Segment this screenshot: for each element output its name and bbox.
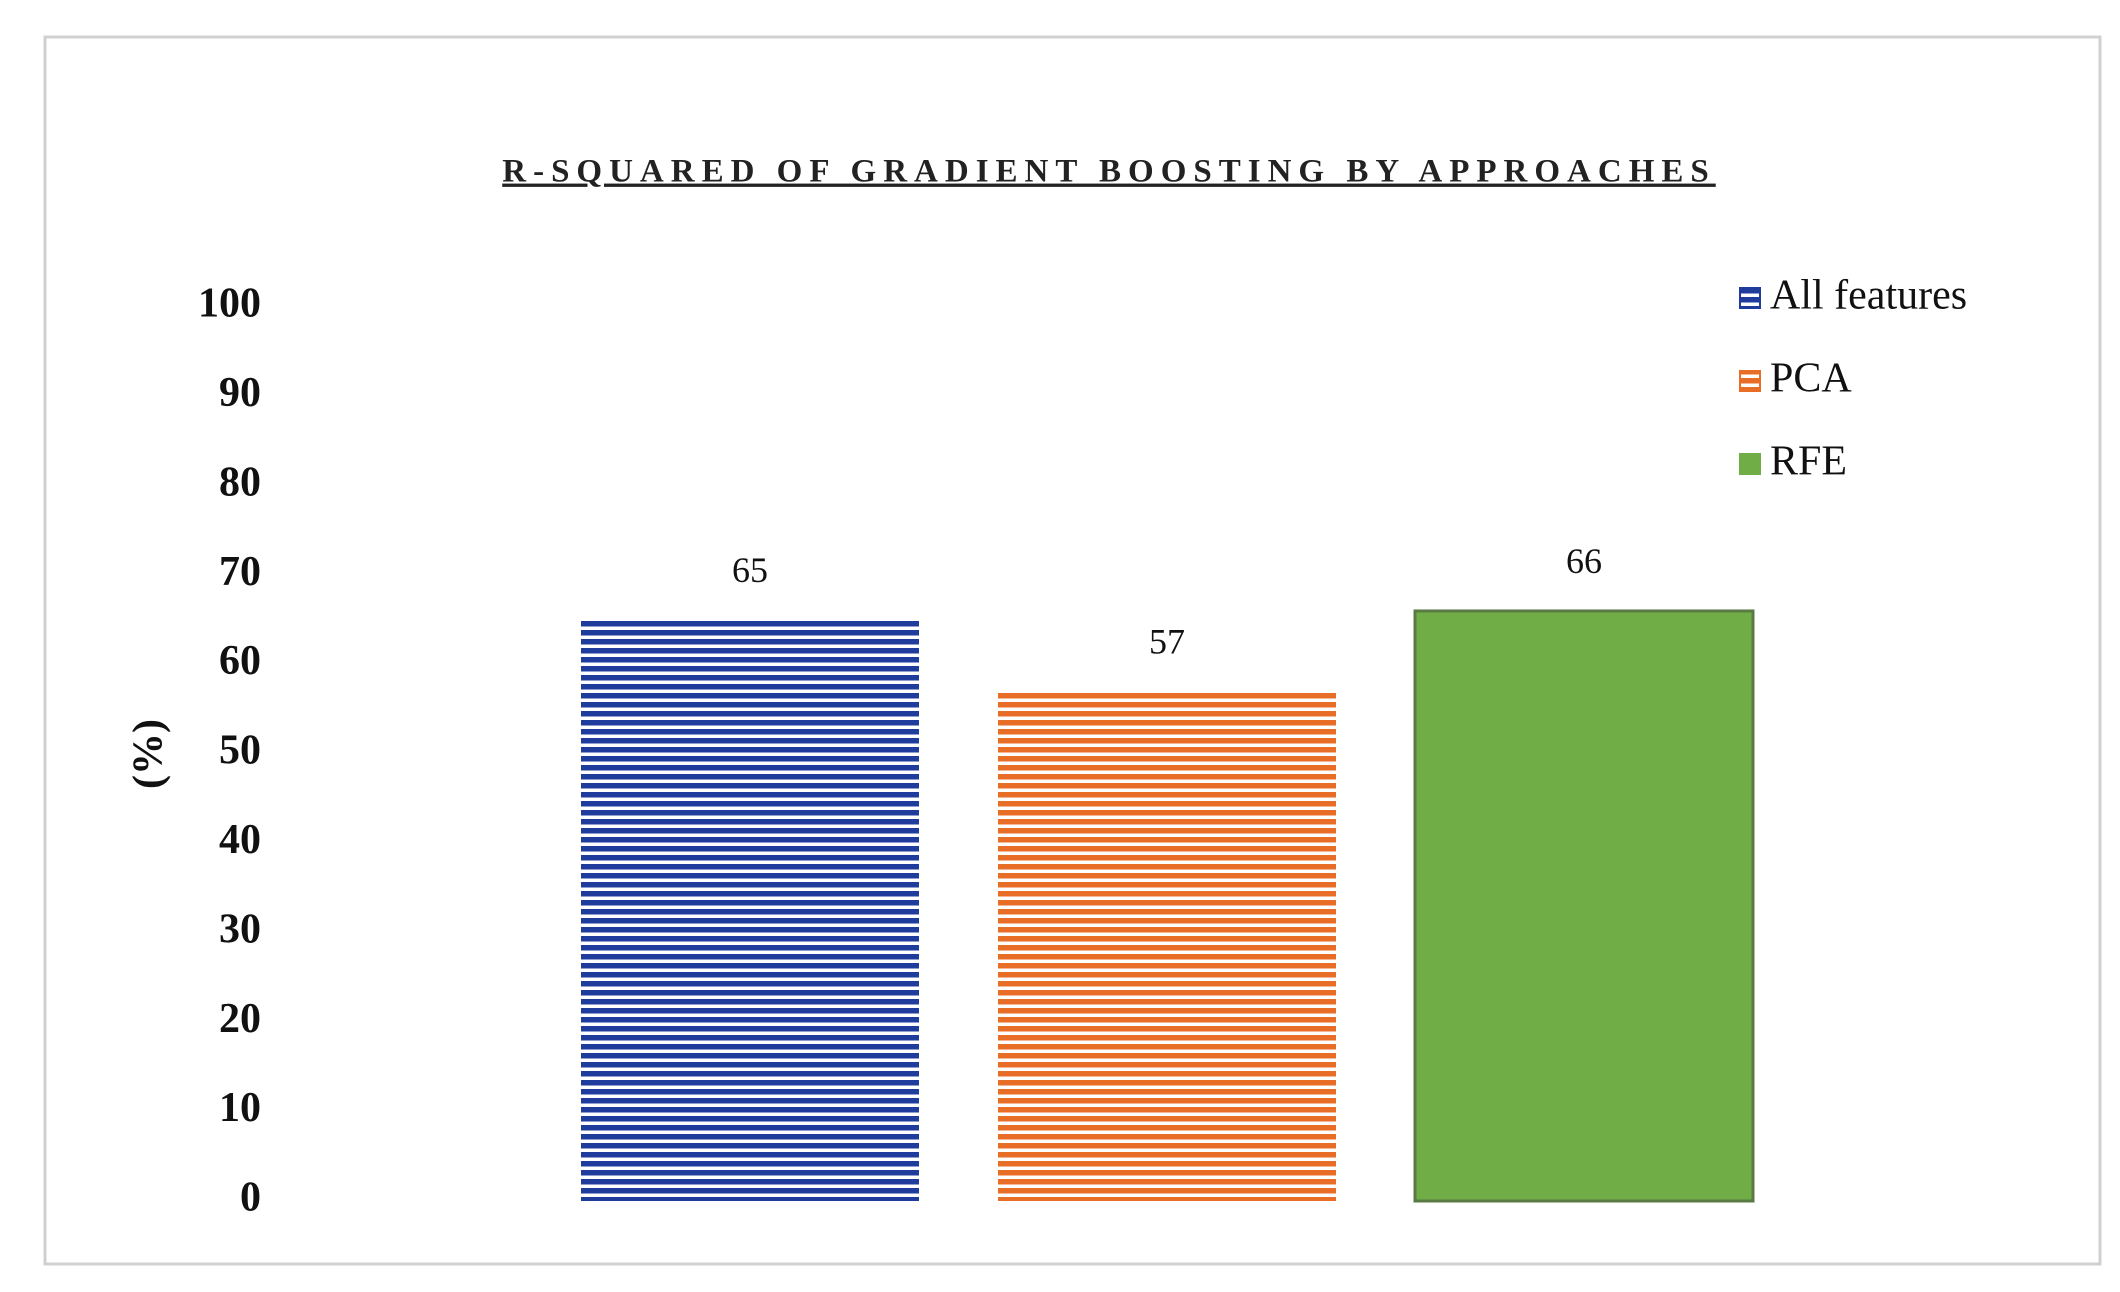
data-label: 57 xyxy=(1149,622,1185,662)
y-tick-label: 20 xyxy=(219,996,261,1042)
y-tick-label: 50 xyxy=(219,728,261,774)
bar xyxy=(581,619,919,1201)
bar xyxy=(1413,609,1755,1203)
y-tick-label: 100 xyxy=(198,281,261,327)
y-tick-label: 30 xyxy=(219,906,261,952)
y-tick-label: 70 xyxy=(219,549,261,595)
legend-swatch xyxy=(1739,370,1761,392)
y-tick-label: 0 xyxy=(240,1175,261,1221)
y-axis-label: (%) xyxy=(126,719,172,789)
y-tick-label: 90 xyxy=(219,370,261,416)
data-label: 66 xyxy=(1566,541,1602,581)
legend-label: PCA xyxy=(1770,356,1852,402)
y-tick-label: 80 xyxy=(219,459,261,505)
legend-label: RFE xyxy=(1770,439,1847,485)
legend-swatch xyxy=(1739,287,1761,309)
legend-label: All features xyxy=(1770,273,1967,319)
y-tick-label: 10 xyxy=(219,1085,261,1131)
y-tick-label: 60 xyxy=(219,638,261,684)
data-label: 65 xyxy=(732,550,768,590)
chart-title: R-SQUARED OF GRADIENT BOOSTING BY APPROA… xyxy=(502,154,1716,190)
bar xyxy=(998,691,1336,1201)
legend-swatch xyxy=(1739,453,1761,475)
y-tick-label: 40 xyxy=(219,817,261,863)
